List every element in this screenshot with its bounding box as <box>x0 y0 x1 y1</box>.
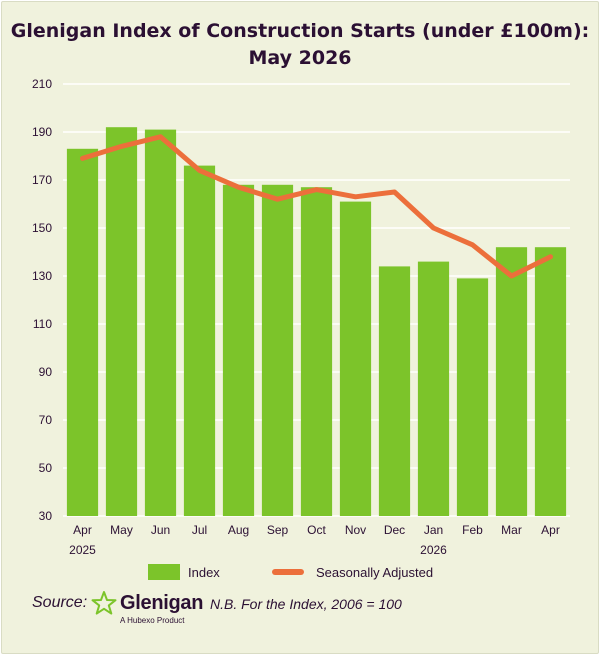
legend-index-swatch <box>148 564 180 580</box>
y-tick-label: 110 <box>33 317 52 331</box>
x-year-label: 2025 <box>69 543 96 557</box>
y-tick-label: 190 <box>32 125 52 139</box>
index-bar <box>534 247 567 516</box>
x-tick-label: Aug <box>228 523 249 537</box>
index-bar <box>183 165 216 516</box>
index-bar <box>495 247 528 516</box>
y-tick-label: 130 <box>32 269 52 283</box>
index-bar <box>300 187 333 516</box>
index-note: N.B. For the Index, 2006 = 100 <box>210 596 402 612</box>
x-tick-label: Jan <box>424 523 443 537</box>
footer: Source: Glenigan A Hubexo Product N.B. F… <box>32 590 572 630</box>
index-bar <box>456 278 489 516</box>
y-tick-label: 30 <box>39 509 53 523</box>
x-tick-label: Nov <box>345 523 366 537</box>
x-tick-label: Mar <box>501 523 522 537</box>
index-bar <box>378 266 411 516</box>
chart-title-line1: Glenigan Index of Construction Starts (u… <box>10 20 590 42</box>
legend-seasonally-adjusted-swatch <box>272 569 304 575</box>
index-bar <box>144 129 177 516</box>
brand-subtitle: A Hubexo Product <box>120 616 185 625</box>
index-bar <box>417 261 450 516</box>
chart-plot: 30 50 70 90 110 130 150 170 190 210 Apr May Jun Jul Au… <box>32 77 570 557</box>
x-tick-label: Apr <box>73 523 92 537</box>
legend: Index Seasonally Adjusted <box>0 562 600 584</box>
index-bar <box>105 127 138 516</box>
glenigan-star-icon <box>91 591 117 615</box>
x-tick-label: Jul <box>192 523 207 537</box>
x-tick-label: May <box>110 523 133 537</box>
source-label: Source: <box>32 594 88 611</box>
x-tick-label: Jun <box>151 523 170 537</box>
y-tick-label: 170 <box>32 173 52 187</box>
y-tick-label: 210 <box>32 77 52 91</box>
chart-title-line2: May 2026 <box>248 47 352 69</box>
legend-index-label: Index <box>188 565 220 580</box>
index-bar <box>222 184 255 517</box>
index-bar <box>66 148 99 517</box>
y-tick-label: 90 <box>39 365 53 379</box>
y-tick-label: 70 <box>39 413 53 427</box>
x-year-label: 2026 <box>420 543 447 557</box>
x-tick-label: Oct <box>307 523 326 537</box>
index-bar <box>261 184 294 517</box>
x-tick-label: Sep <box>267 523 289 537</box>
x-tick-label: Feb <box>462 523 483 537</box>
y-tick-label: 150 <box>32 221 52 235</box>
legend-seasonally-adjusted-label: Seasonally Adjusted <box>316 565 434 580</box>
brand-name: Glenigan <box>120 592 204 614</box>
chart-title: Glenigan Index of Construction Starts (u… <box>0 18 600 72</box>
x-tick-label: Apr <box>541 523 560 537</box>
x-tick-label: Dec <box>384 523 405 537</box>
y-tick-label: 50 <box>39 461 53 475</box>
index-bar <box>339 201 372 516</box>
